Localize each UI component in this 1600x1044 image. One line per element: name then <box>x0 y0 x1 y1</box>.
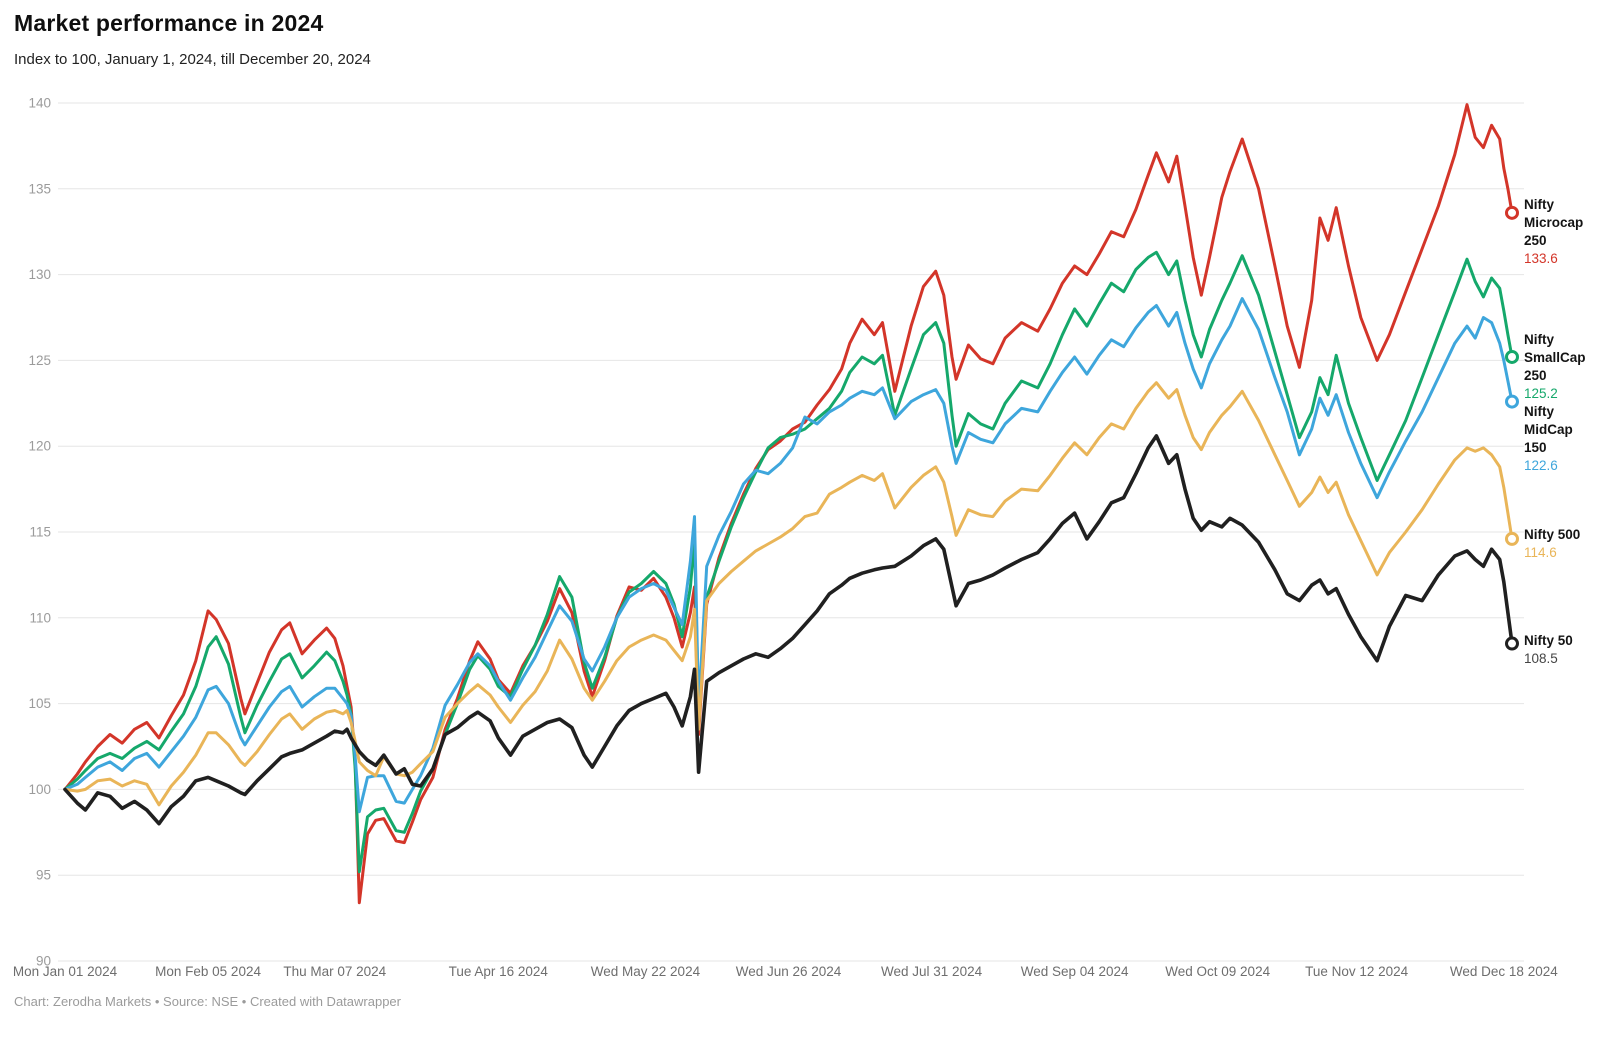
y-axis-tick-label-90: 90 <box>36 954 51 969</box>
series-line-nifty-smallcap-250 <box>63 250 1514 874</box>
series-label-text: Microcap <box>1524 214 1584 230</box>
y-axis-tick-label-110: 110 <box>29 610 51 625</box>
series-label-nifty-smallcap-250: Nifty SmallCap 250 125.2 <box>1524 331 1600 403</box>
y-axis-tick-label-115: 115 <box>29 525 51 540</box>
chart-title: Market performance in 2024 <box>14 10 324 36</box>
x-axis-tick-label-mon-jan-01-2024: Mon Jan 01 2024 <box>13 964 118 979</box>
chart-header: Market performance in 2024 Index to 100,… <box>14 10 1014 68</box>
chart-subtitle: Index to 100, January 1, 2024, till Dece… <box>14 51 371 68</box>
series-label-text: 150 <box>1524 439 1547 455</box>
series-value-label: 114.6 <box>1524 544 1557 560</box>
y-axis-tick-label-140: 140 <box>28 96 51 111</box>
x-axis-tick-label-wed-jun-26-2024: Wed Jun 26 2024 <box>736 964 842 979</box>
x-axis-tick-label-thu-mar-07-2024: Thu Mar 07 2024 <box>283 964 386 979</box>
x-axis-tick-label-wed-dec-18-2024: Wed Dec 18 2024 <box>1450 964 1558 979</box>
x-axis-tick-label-wed-oct-09-2024: Wed Oct 09 2024 <box>1165 964 1270 979</box>
series-end-dot-nifty-midcap-150 <box>1505 394 1519 409</box>
series-value-label: 125.2 <box>1524 385 1558 401</box>
series-end-dot-nifty-50 <box>1505 636 1519 651</box>
series-label-text: Nifty 50 <box>1524 632 1573 648</box>
series-label-text: Nifty <box>1524 403 1554 419</box>
series-label-text: Nifty 500 <box>1524 526 1581 542</box>
series-label-text: 250 <box>1524 367 1547 383</box>
series-end-dot-nifty-500 <box>1505 531 1519 546</box>
series-label-nifty-microcap-250: Nifty Microcap 250 133.6 <box>1524 196 1600 268</box>
chart-attribution: Chart: Zerodha Markets • Source: NSE • C… <box>14 994 401 1009</box>
x-axis-tick-label-tue-nov-12-2024: Tue Nov 12 2024 <box>1305 964 1409 979</box>
y-axis-tick-label-125: 125 <box>28 353 51 368</box>
series-label-text: Nifty <box>1524 331 1554 347</box>
y-axis-tick-label-135: 135 <box>28 181 51 196</box>
x-axis-tick-label-wed-may-22-2024: Wed May 22 2024 <box>591 964 701 979</box>
x-axis-tick-label-wed-jul-31-2024: Wed Jul 31 2024 <box>881 964 983 979</box>
series-end-dot-nifty-microcap-250 <box>1505 205 1519 220</box>
series-label-nifty-500: Nifty 500 114.6 <box>1524 526 1600 562</box>
series-line-nifty-microcap-250 <box>63 103 1514 905</box>
series-value-label: 122.6 <box>1524 457 1558 473</box>
y-axis-tick-label-130: 130 <box>28 267 51 282</box>
series-label-nifty-midcap-150: Nifty MidCap 150 122.6 <box>1524 403 1600 475</box>
series-end-dot-nifty-smallcap-250 <box>1505 349 1519 364</box>
series-label-text: Nifty <box>1524 196 1554 212</box>
series-line-nifty-50 <box>63 434 1514 826</box>
x-axis-tick-label-mon-feb-05-2024: Mon Feb 05 2024 <box>155 964 261 979</box>
series-label-text: MidCap <box>1524 421 1573 437</box>
x-axis-tick-label-wed-sep-04-2024: Wed Sep 04 2024 <box>1021 964 1129 979</box>
y-axis-tick-label-120: 120 <box>28 439 51 454</box>
series-label-nifty-50: Nifty 50 108.5 <box>1524 632 1600 668</box>
y-axis-tick-label-95: 95 <box>36 868 51 883</box>
x-axis-tick-label-tue-apr-16-2024: Tue Apr 16 2024 <box>449 964 549 979</box>
y-axis-tick-label-105: 105 <box>28 696 51 711</box>
series-label-text: SmallCap <box>1524 349 1586 365</box>
series-value-label: 108.5 <box>1524 650 1558 666</box>
series-value-label: 133.6 <box>1524 250 1558 266</box>
series-line-nifty-500 <box>63 381 1514 807</box>
y-axis-tick-label-100: 100 <box>28 782 51 797</box>
series-label-text: 250 <box>1524 232 1547 248</box>
series-line-nifty-midcap-150 <box>63 297 1514 814</box>
